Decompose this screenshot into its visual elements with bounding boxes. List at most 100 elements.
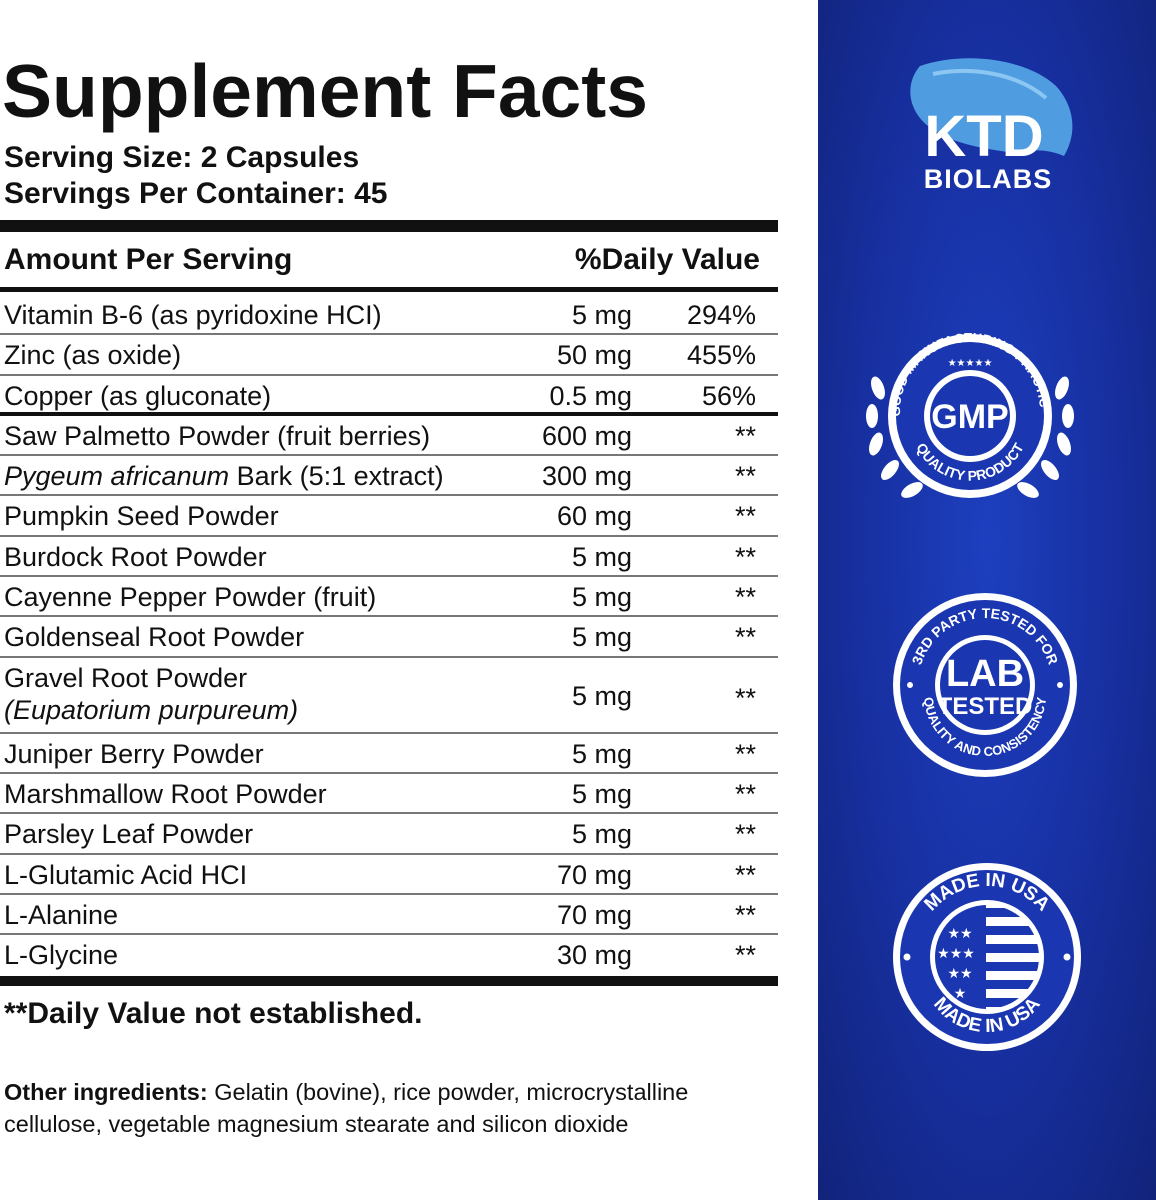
header-divider <box>0 287 778 292</box>
ingredient-name: Parsley Leaf Powder <box>4 818 253 850</box>
table-row: Gravel Root Powder (Eupatorium purpureum)… <box>0 658 778 734</box>
ingredient-daily-value: ** <box>734 501 756 532</box>
ingredient-amount: 70 mg <box>556 859 632 890</box>
ingredient-amount: 30 mg <box>556 940 632 971</box>
table-row: Pumpkin Seed Powder 60 mg ** <box>0 496 778 537</box>
ingredient-name-text: L-Glutamic Acid HCI <box>4 859 248 890</box>
other-ingredients: Other ingredients: Gelatin (bovine), ric… <box>4 1076 784 1140</box>
ingredient-name-text: Gravel Root Powder <box>4 662 248 693</box>
table-row: Saw Palmetto Powder (fruit berries) 600 m… <box>0 416 778 457</box>
ingredient-daily-value: ** <box>734 461 756 492</box>
ingredient-amount: 50 mg <box>556 340 632 371</box>
ingredient-name: L-Alanine <box>4 899 118 931</box>
svg-text:★★: ★★ <box>947 966 972 982</box>
lab-center-text-1: LAB <box>946 653 1024 695</box>
ingredient-name: Zinc (as oxide) <box>4 339 181 371</box>
ingredient-daily-value: ** <box>734 819 756 850</box>
ingredient-name: Pygeum africanum Bark (5:1 extract) <box>4 460 444 492</box>
ingredient-name-italic: Pygeum africanum <box>4 461 230 492</box>
svg-text:★: ★ <box>954 986 967 1002</box>
bottom-divider <box>0 976 778 986</box>
ingredient-amount: 5 mg <box>571 819 632 850</box>
table-row: Juniper Berry Powder 5 mg ** <box>0 734 778 774</box>
panel-title: Supplement Facts <box>2 49 648 133</box>
ingredient-name-text: Goldenseal Root Powder <box>4 622 305 653</box>
svg-text:★★★: ★★★ <box>937 946 975 962</box>
stars-icon: ★★★★★ <box>948 358 993 369</box>
ingredient-name: Marshmallow Root Powder <box>4 778 327 810</box>
ingredient-name: Pumpkin Seed Powder <box>4 500 279 532</box>
ingredient-amount: 5 mg <box>571 300 632 330</box>
ingredient-daily-value: ** <box>734 778 756 809</box>
ingredient-daily-value: ** <box>734 738 756 769</box>
ingredient-name-text: Burdock Root Powder <box>4 541 267 572</box>
ingredient-name: L-Glutamic Acid HCI <box>4 859 247 891</box>
brand-panel: KTD BIOLABS <box>818 0 1156 1200</box>
ingredient-name-text: Juniper Berry Powder <box>4 738 264 769</box>
ingredient-amount: 60 mg <box>556 501 632 532</box>
daily-value-header: %Daily Value <box>574 243 760 276</box>
gmp-center-text: GMP <box>931 398 1008 436</box>
supplement-facts-panel: Supplement Facts Serving Size: 2 Capsule… <box>0 49 784 1140</box>
lab-center-text-2: TESTED <box>938 693 1033 720</box>
ingredient-daily-value: ** <box>734 899 756 930</box>
ingredient-name: Cayenne Pepper Powder (fruit) <box>4 581 376 613</box>
serving-size: Serving Size: 2 Capsules <box>4 141 360 174</box>
ingredient-name-text: Vitamin B-6 (as pyridoxine HCI) <box>4 300 382 330</box>
logo-main-text: KTD <box>924 104 1043 169</box>
ingredient-name-text: Zinc (as oxide) <box>4 340 182 371</box>
ingredient-name-text: Pumpkin Seed Powder <box>4 501 279 532</box>
logo-sub-text: BIOLABS <box>924 164 1053 194</box>
thick-divider <box>0 220 778 232</box>
other-ingredients-text: Gelatin (bovine), rice powder, microcrys… <box>4 1079 689 1137</box>
ingredient-name: Copper (as gluconate) <box>4 380 271 412</box>
ingredient-daily-value: ** <box>734 682 756 713</box>
ingredient-daily-value: ** <box>734 859 756 890</box>
ingredient-name-text: Marshmallow Root Powder <box>4 778 327 809</box>
ingredient-amount: 5 mg <box>571 541 632 572</box>
ingredient-name-text: Copper (as gluconate) <box>4 380 272 411</box>
ingredient-amount: 70 mg <box>556 899 632 930</box>
ingredient-name-text: L-Glycine <box>4 940 119 971</box>
ingredient-name: Vitamin B-6 (as pyridoxine HCI) <box>4 299 382 331</box>
other-ingredients-label: Other ingredients: <box>4 1079 208 1105</box>
ingredient-daily-value: ** <box>734 582 756 613</box>
table-row: Marshmallow Root Powder 5 mg ** <box>0 774 778 815</box>
laurel-left-icon <box>866 376 923 498</box>
svg-text:★★★★★: ★★★★★ <box>948 358 993 369</box>
laurel-right-icon <box>1017 376 1074 498</box>
ingredient-amount: 5 mg <box>571 738 632 769</box>
svg-text:★★: ★★ <box>947 926 972 942</box>
ingredient-daily-value: 455% <box>686 340 756 371</box>
daily-value-footnote: **Daily Value not established. <box>4 997 423 1030</box>
lab-tested-badge: 3RD PARTY TESTED FOR QUALITY AND CONSIST… <box>890 590 1080 780</box>
gmp-badge: GOOD MANUFACTURING PRACTICE QUALITY PROD… <box>860 318 1080 518</box>
ingredient-name: Goldenseal Root Powder <box>4 621 304 653</box>
ingredient-name-text: Cayenne Pepper Powder (fruit) <box>4 582 377 613</box>
ingredient-daily-value: ** <box>734 420 756 451</box>
ingredient-amount: 300 mg <box>541 461 632 492</box>
table-row: Pygeum africanum Bark (5:1 extract) 300 m… <box>0 456 778 497</box>
servings-per-container: Servings Per Container: 45 <box>4 177 388 210</box>
ingredient-name: Saw Palmetto Powder (fruit berries) <box>4 420 430 452</box>
ingredient-name-text: L-Alanine <box>4 899 119 930</box>
table-row: Burdock Root Powder 5 mg ** <box>0 537 778 578</box>
ingredient-daily-value: ** <box>734 622 756 653</box>
table-row: Goldenseal Root Powder 5 mg ** <box>0 617 778 658</box>
ingredient-amount: 600 mg <box>541 420 632 451</box>
table-row: L-Glutamic Acid HCI 70 mg ** <box>0 855 778 895</box>
ingredient-amount: 5 mg <box>571 582 632 613</box>
nutrient-table: Vitamin B-6 (as pyridoxine HCI) 5 mg 294% Z… <box>0 295 778 975</box>
ingredient-name: L-Glycine <box>4 939 118 971</box>
ingredient-daily-value: ** <box>734 541 756 572</box>
leaf-icon <box>910 58 1073 156</box>
ingredient-amount: 5 mg <box>571 622 632 653</box>
ingredient-name-text: Saw Palmetto Powder (fruit berries) <box>4 420 431 451</box>
ingredient-amount: 5 mg <box>571 778 632 809</box>
table-row: L-Alanine 70 mg ** <box>0 895 778 936</box>
ingredient-daily-value: ** <box>734 940 756 971</box>
ingredient-amount: 0.5 mg <box>549 380 632 411</box>
table-row: Vitamin B-6 (as pyridoxine HCI) 5 mg 294% <box>0 295 778 336</box>
ingredient-amount: 5 mg <box>571 680 632 711</box>
ingredient-daily-value: 56% <box>701 380 756 411</box>
